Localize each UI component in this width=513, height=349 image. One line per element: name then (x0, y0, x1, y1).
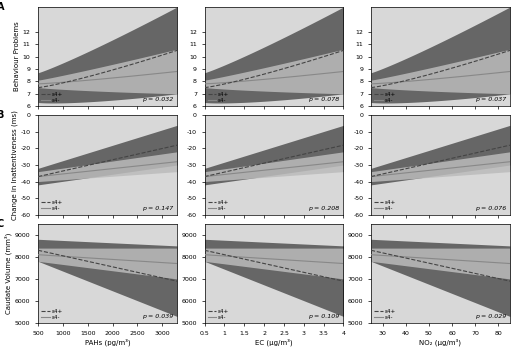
Y-axis label: Caudate Volume (mm³): Caudate Volume (mm³) (5, 233, 12, 314)
Text: p = 0.029: p = 0.029 (475, 314, 506, 319)
X-axis label: PAHs (pg/m³): PAHs (pg/m³) (85, 339, 130, 346)
Text: p = 0.078: p = 0.078 (308, 97, 339, 102)
Text: A: A (0, 2, 4, 12)
X-axis label: NO₂ (μg/m³): NO₂ (μg/m³) (420, 339, 462, 346)
Legend: ε4+, ε4-: ε4+, ε4- (41, 200, 63, 212)
Text: p = 0.076: p = 0.076 (475, 206, 506, 211)
Text: p = 0.208: p = 0.208 (308, 206, 339, 211)
Text: C: C (0, 219, 4, 229)
Text: p = 0.109: p = 0.109 (308, 314, 339, 319)
X-axis label: EC (μg/m³): EC (μg/m³) (255, 339, 293, 346)
Text: p = 0.037: p = 0.037 (475, 97, 506, 102)
Text: p = 0.032: p = 0.032 (142, 97, 173, 102)
Legend: ε4+, ε4-: ε4+, ε4- (207, 91, 230, 103)
Text: p = 0.147: p = 0.147 (142, 206, 173, 211)
Legend: ε4+, ε4-: ε4+, ε4- (374, 91, 396, 103)
Legend: ε4+, ε4-: ε4+, ε4- (41, 91, 63, 103)
Y-axis label: Behaviour Problems: Behaviour Problems (14, 22, 20, 91)
Legend: ε4+, ε4-: ε4+, ε4- (207, 308, 230, 320)
Legend: ε4+, ε4-: ε4+, ε4- (374, 200, 396, 212)
Legend: ε4+, ε4-: ε4+, ε4- (207, 200, 230, 212)
Text: B: B (0, 111, 4, 120)
Legend: ε4+, ε4-: ε4+, ε4- (374, 308, 396, 320)
Text: p = 0.039: p = 0.039 (142, 314, 173, 319)
Legend: ε4+, ε4-: ε4+, ε4- (41, 308, 63, 320)
Y-axis label: Change in Inattentiveness (ms): Change in Inattentiveness (ms) (11, 110, 17, 220)
